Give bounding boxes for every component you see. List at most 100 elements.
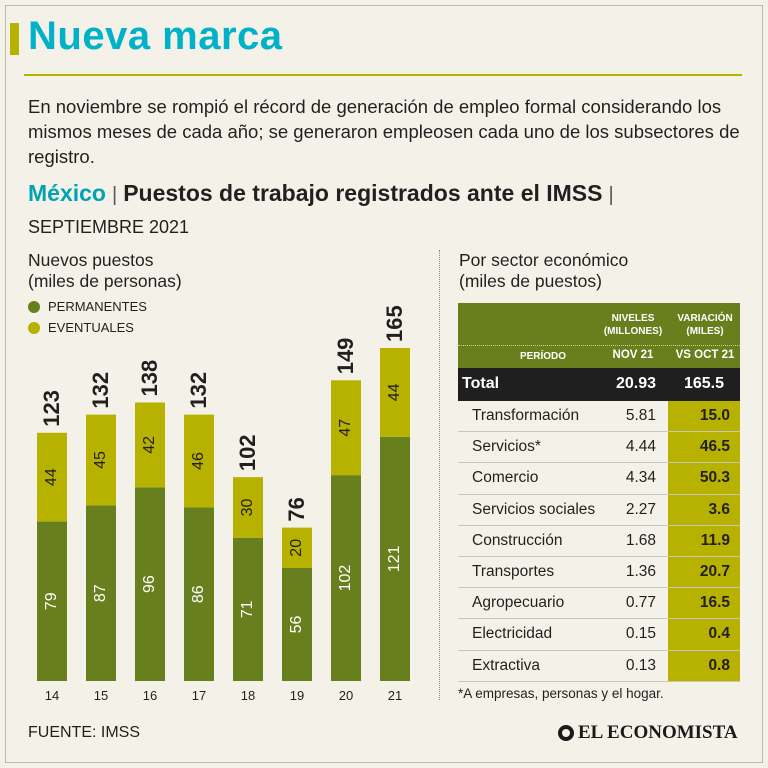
subtitle-period: SEPTIEMBRE 2021 xyxy=(28,217,190,237)
header-nov21: NOV 21 xyxy=(612,349,654,361)
column-divider xyxy=(439,250,440,700)
table-header: NIVELES (MILLONES) VARIACIÓN (MILES) PER… xyxy=(458,303,740,368)
bar-permanentes xyxy=(331,475,361,681)
bar-permanentes xyxy=(86,505,116,681)
table-footnote: *A empresas, personas y el hogar. xyxy=(458,686,664,701)
bar-eventuales xyxy=(282,527,312,568)
bar-total-label: 132 xyxy=(88,372,113,409)
bar-label-eventuales: 45 xyxy=(92,451,109,469)
bar-total-label: 132 xyxy=(186,372,211,409)
bar-eventuales xyxy=(233,477,263,538)
legend-swatch-permanentes xyxy=(28,300,40,313)
row-variacion: 15.0 xyxy=(668,401,740,432)
row-nivel: 4.34 xyxy=(625,469,656,487)
bar-label-eventuales: 44 xyxy=(386,383,403,401)
header-niveles: NIVELES (MILLONES) xyxy=(598,312,668,338)
bar-label-permanentes: 87 xyxy=(92,584,109,602)
row-sector-name: Extractiva xyxy=(472,656,541,674)
x-tick-label: 18 xyxy=(241,688,255,703)
bar-permanentes xyxy=(282,567,312,681)
row-sector-name: Transportes xyxy=(472,562,555,580)
bar-permanentes xyxy=(37,521,67,681)
page-frame xyxy=(5,5,763,763)
row-variacion: 46.5 xyxy=(668,432,740,463)
row-sector-name: Transformación xyxy=(472,407,580,424)
brand-name: EL ECONOMISTA xyxy=(578,722,738,743)
header-niveles-line-2: (MILLONES) xyxy=(603,326,663,337)
bar-label-eventuales: 20 xyxy=(288,539,305,557)
bar-eventuales xyxy=(37,432,67,522)
bar-label-permanentes: 96 xyxy=(141,575,158,593)
x-tick-label: 15 xyxy=(94,688,108,703)
bar-label-eventuales: 46 xyxy=(190,452,207,470)
row-variacion: 3.6 xyxy=(668,494,740,525)
bar-total-label: 138 xyxy=(137,360,162,397)
row-nivel: 1.36 xyxy=(625,562,656,580)
table-row: Comercio 4.34 50.3 xyxy=(458,463,740,495)
title-rule xyxy=(24,74,742,76)
x-tick-label: 14 xyxy=(45,688,59,703)
page-title: Nueva marca xyxy=(28,14,283,58)
row-sector-name: Comercio xyxy=(472,469,539,487)
x-tick-label: 20 xyxy=(339,688,353,703)
brand-mark-icon xyxy=(558,725,574,741)
row-sector-name: Construcción xyxy=(472,531,563,549)
stacked-bar-chart: 79 44 123 14 87 45 132 15 96 42 138 16 86 46 132 17 71 30… xyxy=(37,305,410,703)
header-variacion-line-1: VARIACIÓN xyxy=(677,313,733,324)
title-accent-bar xyxy=(10,23,19,55)
chart-legend: PERMANENTES EVENTUALES xyxy=(28,296,147,338)
total-var: 165.5 xyxy=(683,375,725,392)
total-row: Total 20.93 165.5 xyxy=(458,368,740,401)
bar-label-permanentes: 121 xyxy=(386,545,403,572)
bar-label-permanentes: 86 xyxy=(190,585,207,603)
bar-permanentes xyxy=(380,436,410,681)
intro-text: En noviembre se rompió el récord de gene… xyxy=(28,96,740,167)
header-variacion: VARIACIÓN (MILES) xyxy=(670,312,740,338)
bar-total-label: 165 xyxy=(382,305,407,342)
subtitle-separator: | xyxy=(111,184,118,206)
bar-permanentes xyxy=(233,537,263,681)
row-nivel: 0.77 xyxy=(625,594,656,612)
bar-label-permanentes: 102 xyxy=(337,565,354,592)
row-nivel: 0.15 xyxy=(625,625,656,643)
table-row: Agropecuario 0.77 16.5 xyxy=(458,588,740,620)
bar-total-label: 123 xyxy=(39,390,64,427)
row-variacion: 16.5 xyxy=(668,588,740,619)
legend-swatch-eventuales xyxy=(28,321,40,334)
total-name: Total xyxy=(462,375,500,392)
row-nivel: 4.44 xyxy=(625,438,656,456)
row-variacion: 20.7 xyxy=(668,556,740,588)
row-sector-name: Electricidad xyxy=(472,625,553,643)
row-nivel: 0.13 xyxy=(625,656,656,674)
chart-title-line-2: (miles de personas) xyxy=(28,271,182,291)
legend-item-permanentes: PERMANENTES xyxy=(28,296,147,317)
total-nivel: 20.93 xyxy=(615,375,656,392)
row-nivel: 2.27 xyxy=(625,500,656,518)
subtitle-main: Puestos de trabajo registrados ante el I… xyxy=(123,180,603,206)
bar-label-eventuales: 30 xyxy=(239,498,256,516)
bar-eventuales xyxy=(184,414,214,508)
x-tick-label: 21 xyxy=(388,688,402,703)
bar-label-permanentes: 79 xyxy=(43,592,60,610)
bar-label-permanentes: 56 xyxy=(288,615,305,633)
bar-total-label: 76 xyxy=(284,497,309,521)
chart-title: Nuevos puestos (miles de personas) xyxy=(28,250,182,292)
header-periodo: PERÍODO xyxy=(519,351,567,362)
bar-total-label: 102 xyxy=(235,434,260,471)
table-row: Extractiva 0.13 0.8 xyxy=(458,650,740,682)
header-vsoct21: VS OCT 21 xyxy=(675,349,735,361)
row-variacion: 11.9 xyxy=(668,525,740,556)
brand-logo: EL ECONOMISTA xyxy=(558,722,738,744)
x-tick-label: 19 xyxy=(290,688,304,703)
table-row: Construcción 1.68 11.9 xyxy=(458,525,740,557)
bar-label-eventuales: 44 xyxy=(43,468,60,486)
table-row: Transportes 1.36 20.7 xyxy=(458,556,740,589)
header-divider xyxy=(458,345,740,346)
x-tick-label: 16 xyxy=(143,688,157,703)
bar-label-permanentes: 71 xyxy=(239,600,256,618)
bar-eventuales xyxy=(86,414,116,506)
header-variacion-line-2: (MILES) xyxy=(686,326,724,337)
x-tick-label: 17 xyxy=(192,688,206,703)
legend-label-eventuales: EVENTUALES xyxy=(48,320,134,335)
row-sector-name: Servicios sociales xyxy=(472,500,596,518)
